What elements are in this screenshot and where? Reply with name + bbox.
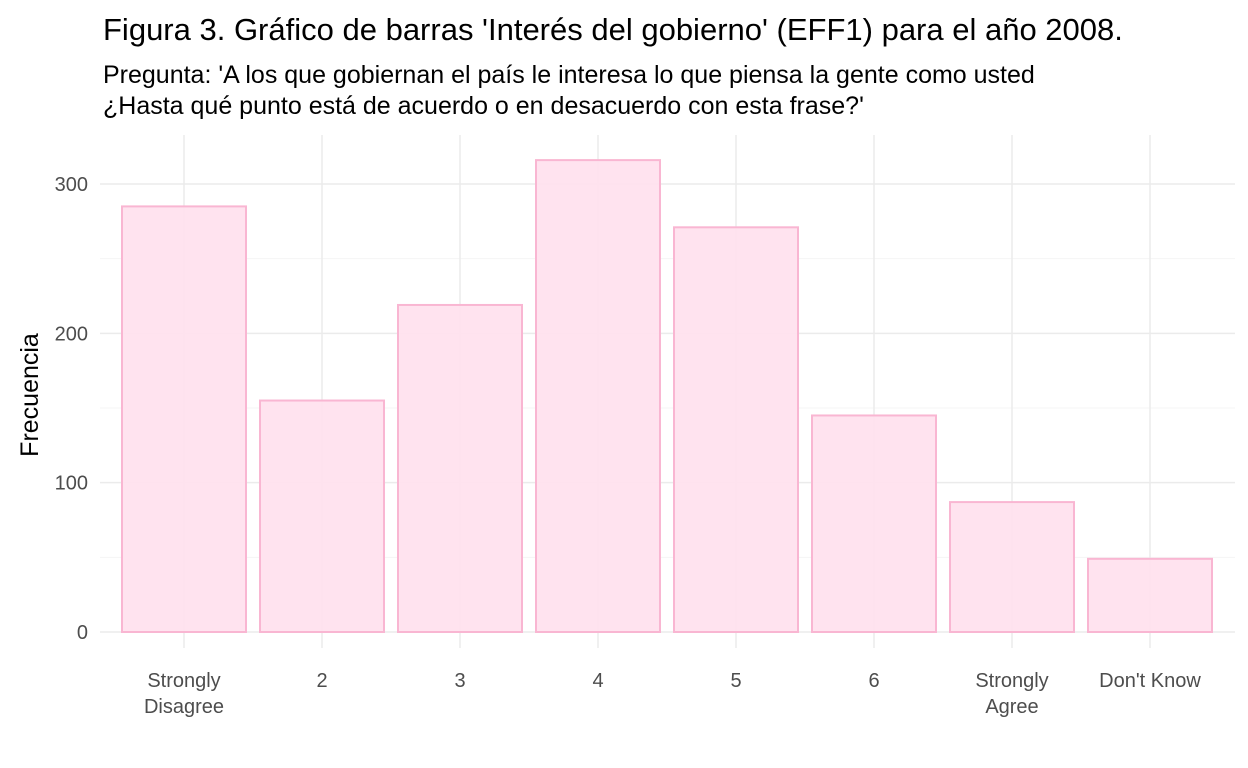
- x-tick-label-6-line-0: Strongly: [975, 670, 1048, 692]
- bar-4: [673, 226, 799, 633]
- x-tick-label-4: 5: [730, 670, 741, 692]
- x-tick-label-2-line-0: 3: [454, 670, 465, 692]
- y-tick-label-3: 300: [55, 174, 88, 196]
- x-tick-label-7: Don't Know: [1099, 670, 1201, 692]
- x-tick-label-0-line-1: Disagree: [144, 696, 224, 718]
- x-tick-label-5: 6: [868, 670, 879, 692]
- chart-subtitle-line-2: ¿Hasta qué punto está de acuerdo o en de…: [103, 92, 864, 120]
- x-tick-label-1: 2: [316, 670, 327, 692]
- bar-7: [1087, 557, 1213, 633]
- chart-subtitle: Pregunta: 'A los que gobiernan el país l…: [103, 60, 1035, 122]
- chart-subtitle-line-1: Pregunta: 'A los que gobiernan el país l…: [103, 61, 1035, 89]
- x-tick-label-0-line-0: Strongly: [147, 670, 220, 692]
- y-tick-label-0: 0: [77, 622, 88, 644]
- x-tick-label-7-line-0: Don't Know: [1099, 670, 1201, 692]
- x-tick-label-3: 4: [592, 670, 603, 692]
- x-tick-label-0: Strongly Disagree: [144, 670, 224, 718]
- chart-title: Figura 3. Gráfico de barras 'Interés del…: [103, 12, 1123, 47]
- x-tick-label-3-line-0: 4: [592, 670, 603, 692]
- x-tick-label-6-line-1: Agree: [985, 696, 1038, 718]
- bar-6: [949, 501, 1075, 633]
- x-tick-label-2: 3: [454, 670, 465, 692]
- x-axis-ticks: Strongly Disagree 2 3 4 5 6 Strongly Agree Don't …: [144, 670, 1201, 718]
- bar-3: [535, 159, 661, 634]
- bar-2: [397, 303, 523, 633]
- bar-0: [121, 205, 247, 633]
- x-tick-label-6: Strongly Agree: [975, 670, 1048, 718]
- x-tick-label-4-line-0: 5: [730, 670, 741, 692]
- y-tick-label-1: 100: [55, 473, 88, 495]
- y-axis-title: Frecuencia: [16, 333, 44, 457]
- y-tick-label-2: 200: [55, 323, 88, 345]
- x-tick-label-5-line-0: 6: [868, 670, 879, 692]
- y-axis-ticks: 0 100 200 300: [55, 174, 88, 644]
- bar-1: [259, 399, 385, 633]
- bars: [121, 159, 1213, 634]
- bar-5: [811, 414, 937, 634]
- x-tick-label-1-line-0: 2: [316, 670, 327, 692]
